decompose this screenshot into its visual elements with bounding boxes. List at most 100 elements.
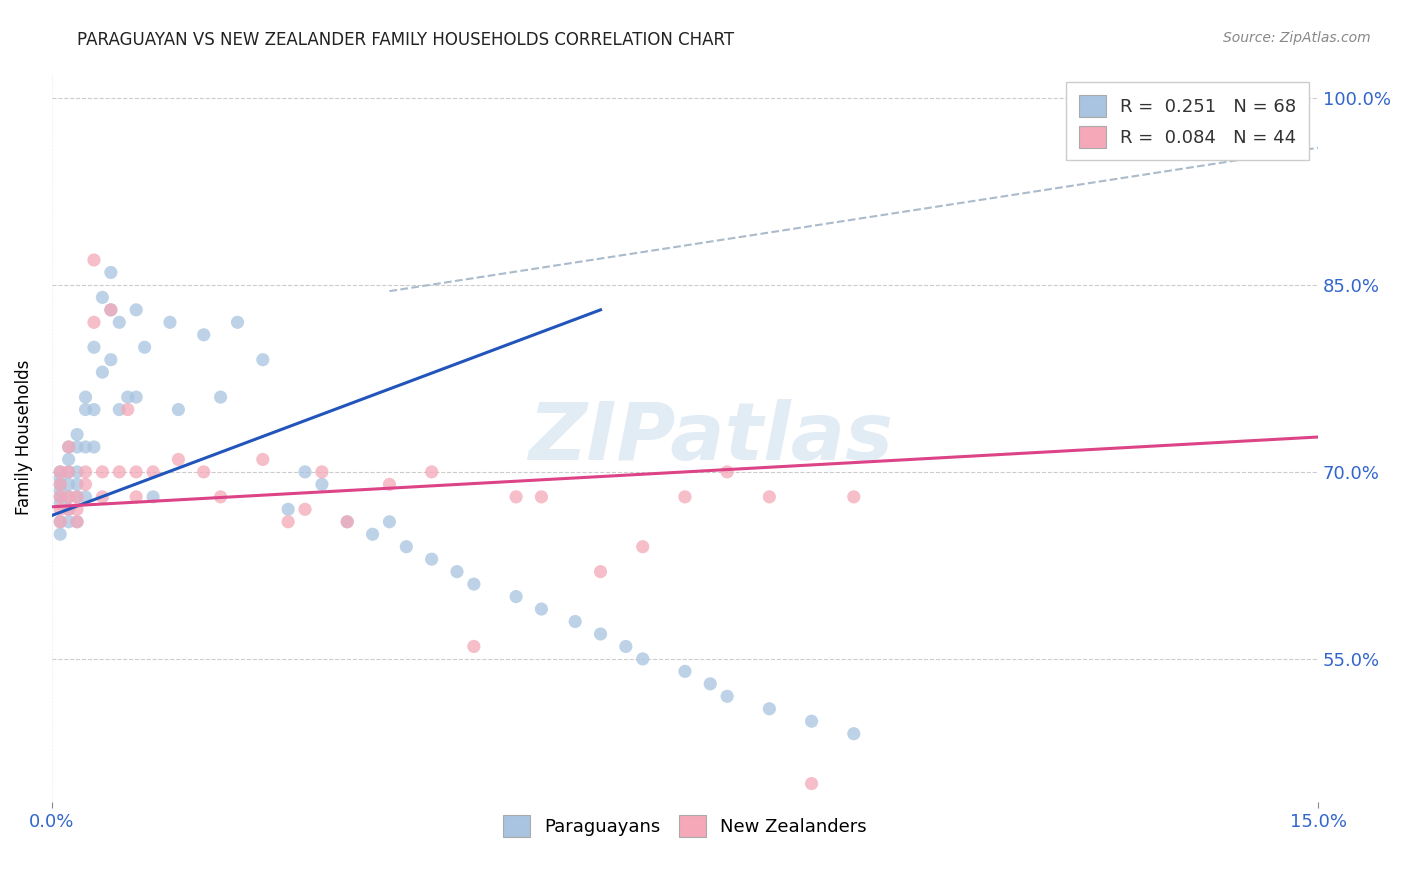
Point [66,490,89,504]
Point [125,490,148,504]
Point [505,590,527,604]
Point [49,502,72,516]
Point [108,402,131,417]
Point [311,477,333,491]
Point [378,477,401,491]
Point [100,302,122,317]
Point [530,490,553,504]
Point [100,265,122,279]
Point [66,465,89,479]
Point [209,390,232,404]
Point [83,440,105,454]
Point [463,577,485,591]
Point [142,465,165,479]
Point [75,402,97,417]
Point [699,677,721,691]
Text: Source: ZipAtlas.com: Source: ZipAtlas.com [1223,31,1371,45]
Point [49,496,72,510]
Point [842,727,865,741]
Point [58,502,80,516]
Point [58,465,80,479]
Point [91,465,114,479]
Point [58,452,80,467]
Point [378,515,401,529]
Point [589,565,612,579]
Point [142,490,165,504]
Point [108,315,131,329]
Point [209,490,232,504]
Point [66,427,89,442]
Point [631,652,654,666]
Point [758,490,780,504]
Point [66,440,89,454]
Point [294,502,316,516]
Point [66,515,89,529]
Point [530,602,553,616]
Point [193,465,215,479]
Point [100,352,122,367]
Point [49,465,72,479]
Point [117,390,139,404]
Point [49,477,72,491]
Point [167,402,190,417]
Point [83,252,105,267]
Point [673,490,696,504]
Point [91,490,114,504]
Text: PARAGUAYAN VS NEW ZEALANDER FAMILY HOUSEHOLDS CORRELATION CHART: PARAGUAYAN VS NEW ZEALANDER FAMILY HOUSE… [77,31,734,49]
Point [336,515,359,529]
Point [58,440,80,454]
Point [361,527,384,541]
Point [252,352,274,367]
Point [66,477,89,491]
Point [49,465,72,479]
Point [505,490,527,504]
Point [75,490,97,504]
Point [75,390,97,404]
Point [100,302,122,317]
Point [614,640,637,654]
Point [58,440,80,454]
Point [420,465,443,479]
Point [167,452,190,467]
Point [49,490,72,504]
Point [58,477,80,491]
Point [226,315,249,329]
Point [631,540,654,554]
Point [49,477,72,491]
Point [800,776,823,790]
Point [117,402,139,417]
Point [58,515,80,529]
Point [758,702,780,716]
Point [58,465,80,479]
Point [193,327,215,342]
Point [66,502,89,516]
Point [716,690,738,704]
Point [49,471,72,485]
Point [66,490,89,504]
Point [463,640,485,654]
Point [294,465,316,479]
Point [252,452,274,467]
Point [716,465,738,479]
Point [277,515,299,529]
Point [83,315,105,329]
Point [49,515,72,529]
Point [336,515,359,529]
Point [589,627,612,641]
Point [83,402,105,417]
Text: ZIPatlas: ZIPatlas [527,399,893,476]
Point [58,490,80,504]
Point [49,490,72,504]
Point [125,390,148,404]
Point [125,302,148,317]
Legend: Paraguayans, New Zealanders: Paraguayans, New Zealanders [496,808,875,845]
Point [75,465,97,479]
Point [395,540,418,554]
Point [125,465,148,479]
Point [446,565,468,579]
Point [842,490,865,504]
Point [420,552,443,566]
Point [134,340,156,354]
Y-axis label: Family Households: Family Households [15,360,32,516]
Point [800,714,823,729]
